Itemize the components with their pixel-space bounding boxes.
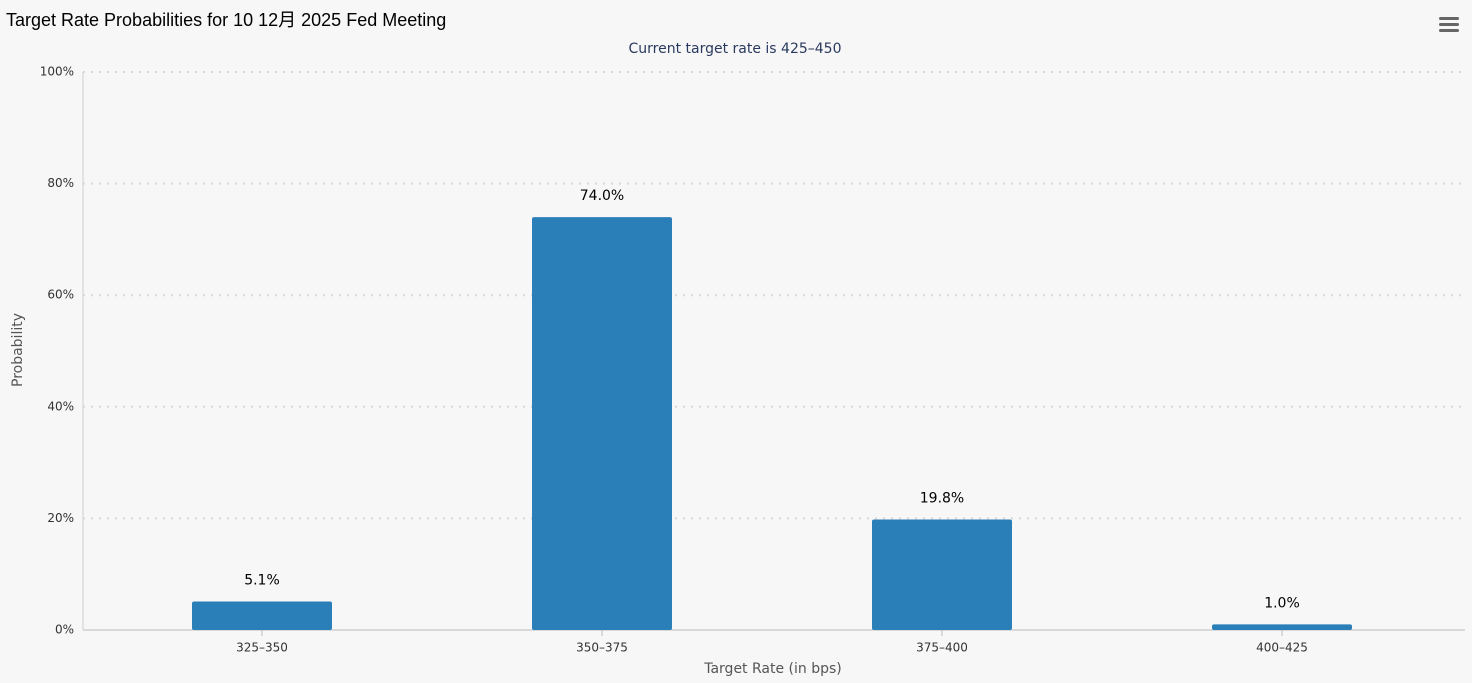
value-label: 5.1% [244, 573, 280, 589]
x-tick-label: 325–350 [236, 641, 288, 655]
x-tick-label: 375–400 [916, 641, 968, 655]
value-label: 1.0% [1264, 595, 1300, 611]
value-label: 74.0% [580, 188, 624, 204]
x-tick-label: 350–375 [576, 641, 628, 655]
bar [532, 217, 672, 630]
y-tick-label: 0% [55, 623, 74, 637]
bar [872, 519, 1012, 630]
chart-title: Target Rate Probabilities for 10 12月 202… [6, 10, 446, 30]
y-tick-label: 80% [47, 176, 74, 190]
bar [1212, 624, 1352, 630]
y-tick-label: 100% [40, 65, 74, 79]
x-axis-label: Target Rate (in bps) [703, 661, 842, 677]
y-axis-label: Probability [10, 313, 26, 387]
menu-bar[interactable] [1439, 23, 1459, 26]
y-tick-label: 60% [47, 288, 74, 302]
value-label: 19.8% [920, 491, 964, 507]
menu-bar[interactable] [1439, 17, 1459, 20]
y-tick-label: 20% [47, 511, 74, 525]
x-tick-label: 400–425 [1256, 641, 1308, 655]
y-tick-label: 40% [47, 399, 74, 413]
bar [192, 601, 332, 630]
menu-bar[interactable] [1439, 29, 1459, 32]
chart-subtitle: Current target rate is 425–450 [628, 41, 841, 57]
menu-button[interactable] [1439, 17, 1459, 32]
